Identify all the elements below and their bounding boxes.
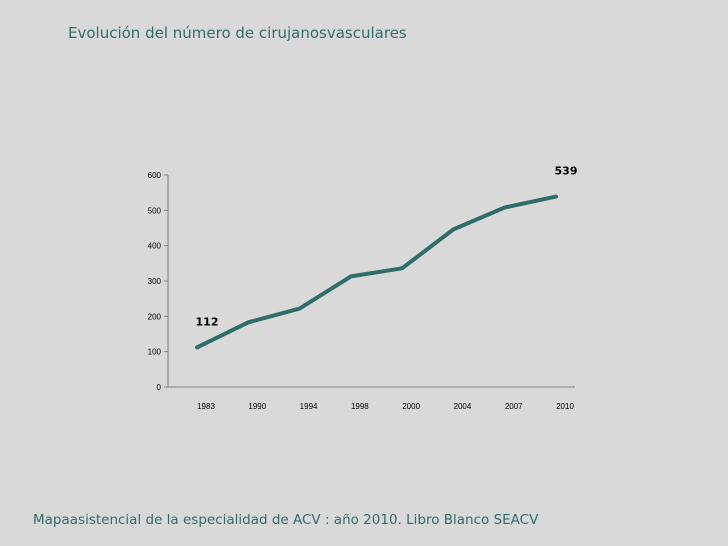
- y-tick-label: 600: [148, 171, 162, 180]
- source-footer: Mapaasistencial de la especialidad de AC…: [33, 512, 539, 528]
- x-tick-label: 2007: [505, 402, 523, 411]
- x-tick-label: 1990: [248, 402, 266, 411]
- page-title: Evolución del número de cirujanosvascula…: [68, 24, 407, 42]
- data-labels: 112 539: [196, 165, 578, 329]
- x-tick-label: 2004: [454, 402, 472, 411]
- x-tick-label: 1998: [351, 402, 369, 411]
- y-tick-label: 100: [148, 348, 162, 357]
- y-axis-ticks: 0 100 200 300 400 500 600: [148, 171, 168, 392]
- x-axis-ticks: 1983 1990 1994 1998 2000 2004 2007 2010: [197, 402, 574, 411]
- x-tick-label: 1994: [300, 402, 318, 411]
- y-tick-label: 200: [148, 312, 162, 321]
- series-line: [195, 194, 558, 350]
- x-tick-label: 2000: [402, 402, 420, 411]
- x-tick-label: 2010: [556, 402, 574, 411]
- y-tick-label: 400: [148, 242, 162, 251]
- x-tick-label: 1983: [197, 402, 215, 411]
- data-label: 539: [555, 165, 578, 178]
- y-tick-label: 300: [148, 277, 162, 286]
- y-tick-label: 0: [157, 383, 162, 392]
- data-label: 112: [196, 315, 219, 328]
- series-line-group: [195, 194, 558, 350]
- y-tick-label: 500: [148, 206, 162, 215]
